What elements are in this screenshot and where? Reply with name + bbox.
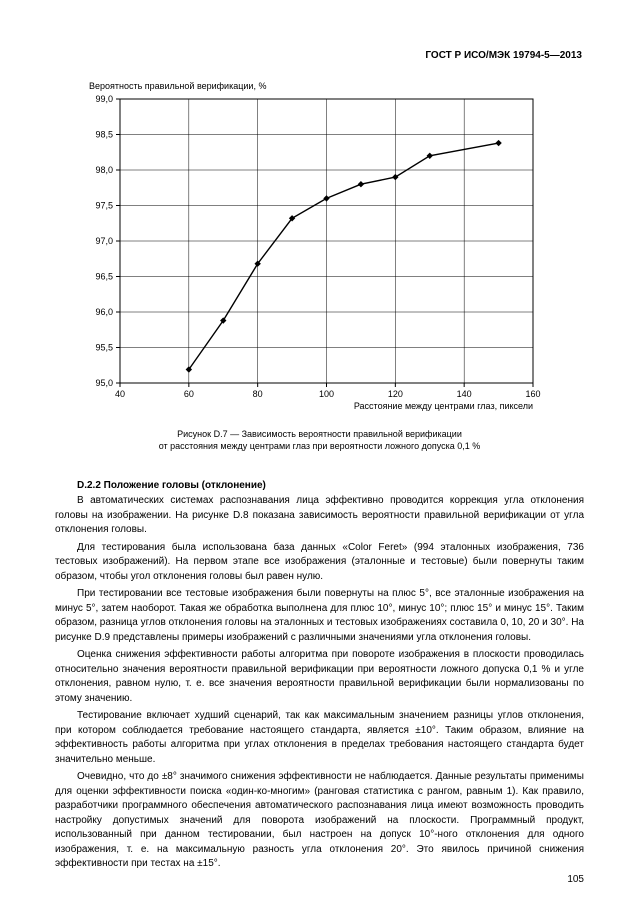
paragraph-5: Тестирование включает худший сценарий, т… bbox=[55, 709, 584, 767]
svg-text:Расстояние между центрами глаз: Расстояние между центрами глаз, пиксели bbox=[354, 401, 533, 411]
svg-text:96,5: 96,5 bbox=[95, 272, 113, 282]
svg-text:160: 160 bbox=[525, 389, 540, 399]
svg-text:40: 40 bbox=[115, 389, 125, 399]
svg-text:95,5: 95,5 bbox=[95, 343, 113, 353]
standard-code: ГОСТ Р ИСО/МЭК 19794-5—2013 bbox=[55, 50, 582, 61]
paragraph-6: Очевидно, что до ±8° значимого снижения … bbox=[55, 770, 584, 872]
svg-text:60: 60 bbox=[184, 389, 194, 399]
paragraph-3: При тестировании все тестовые изображени… bbox=[55, 587, 584, 645]
svg-text:97,5: 97,5 bbox=[95, 201, 113, 211]
chart-caption: Рисунок D.7 — Зависимость вероятности пр… bbox=[55, 428, 584, 452]
page-number: 105 bbox=[567, 874, 584, 885]
svg-text:99,0: 99,0 bbox=[95, 94, 113, 104]
svg-text:96,0: 96,0 bbox=[95, 307, 113, 317]
svg-text:100: 100 bbox=[319, 389, 334, 399]
svg-text:120: 120 bbox=[388, 389, 403, 399]
svg-text:140: 140 bbox=[457, 389, 472, 399]
paragraph-2: Для тестирования была использована база … bbox=[55, 541, 584, 585]
section-heading: D.2.2 Положение головы (отклонение) bbox=[55, 480, 584, 491]
caption-line-2: от расстояния между центрами глаз при ве… bbox=[159, 441, 481, 451]
svg-text:80: 80 bbox=[253, 389, 263, 399]
chart-container: Вероятность правильной верификации, % 40… bbox=[85, 81, 584, 418]
svg-text:98,0: 98,0 bbox=[95, 165, 113, 175]
caption-line-1: Рисунок D.7 — Зависимость вероятности пр… bbox=[177, 429, 462, 439]
paragraph-4: Оценка снижения эффективности работы алг… bbox=[55, 648, 584, 706]
verification-chart: 40 60 80 100 120 140 160 95,0 95,5 96,0 96,5 97,0 97… bbox=[85, 93, 545, 413]
svg-text:98,5: 98,5 bbox=[95, 130, 113, 140]
chart-y-title: Вероятность правильной верификации, % bbox=[89, 81, 584, 91]
svg-text:97,0: 97,0 bbox=[95, 236, 113, 246]
paragraph-1: В автоматических системах распознавания … bbox=[55, 494, 584, 538]
svg-text:95,0: 95,0 bbox=[95, 378, 113, 388]
